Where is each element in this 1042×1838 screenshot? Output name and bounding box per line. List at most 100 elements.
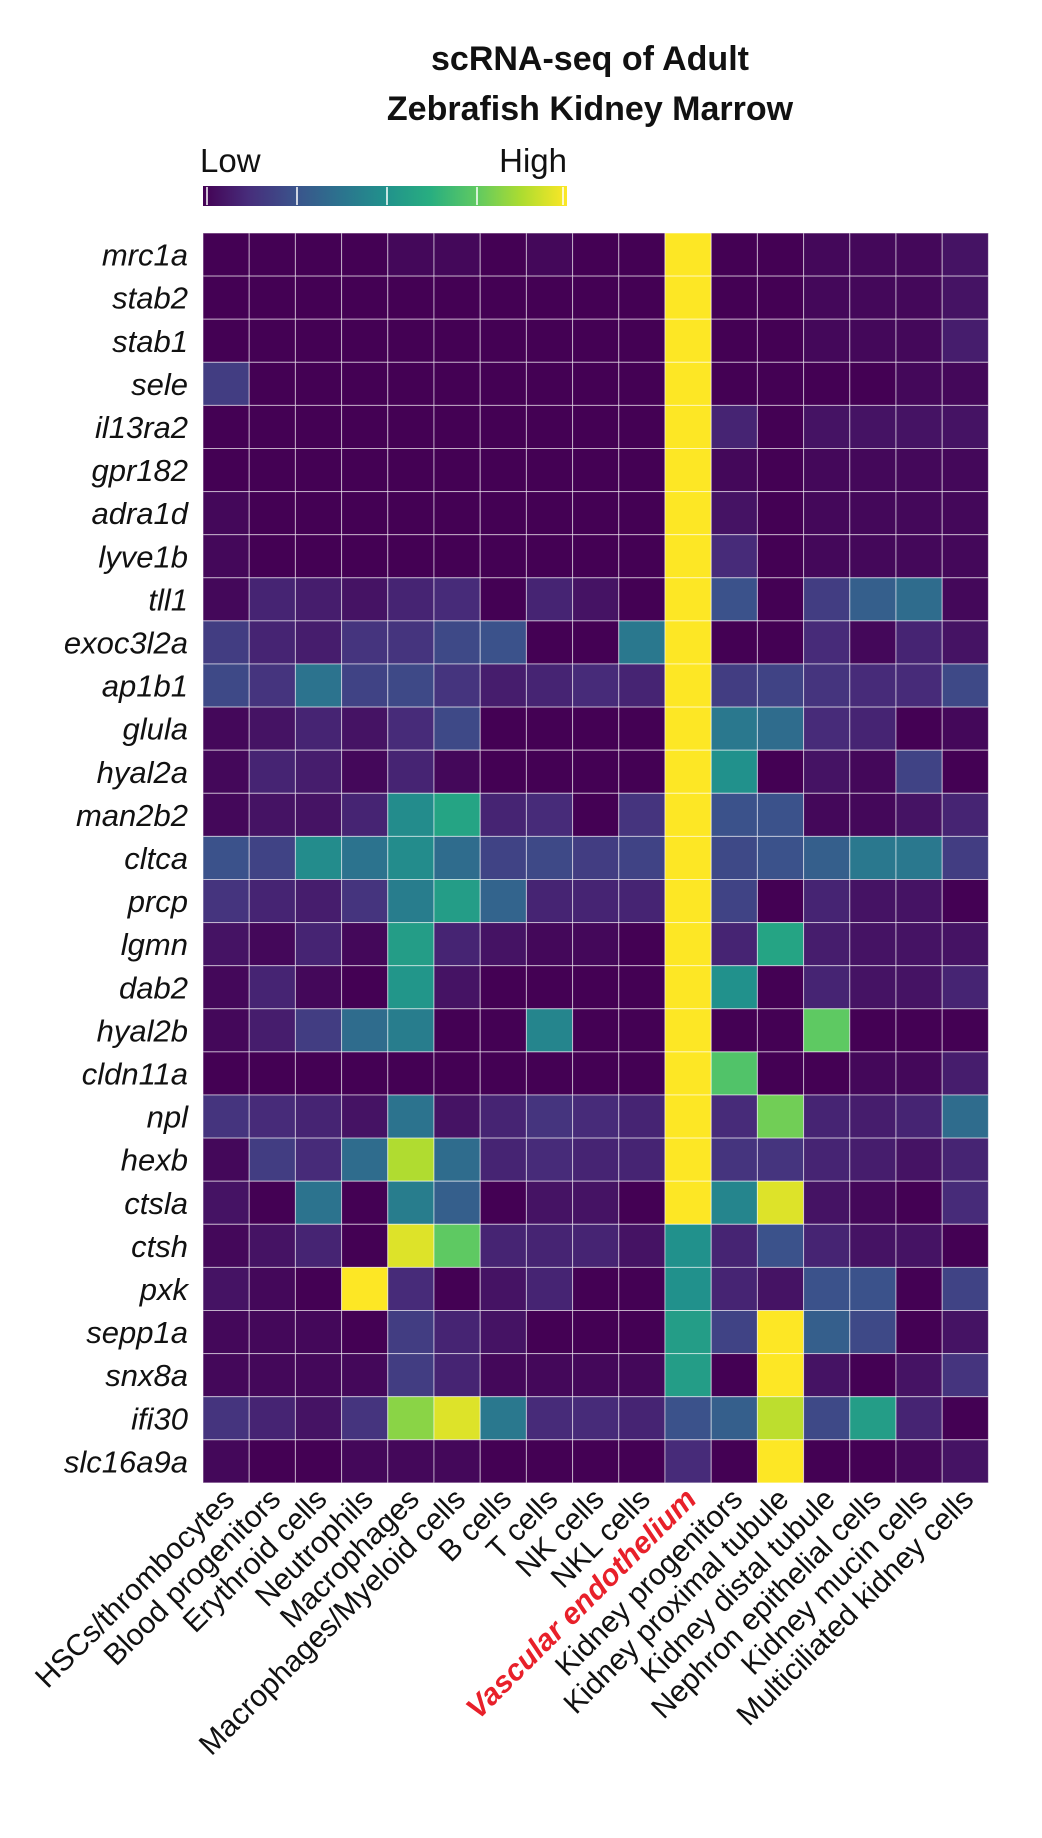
heatmap-cell — [849, 1310, 897, 1355]
heatmap-cell — [294, 922, 343, 967]
heatmap-cell — [479, 1051, 527, 1096]
heatmap-cell — [618, 577, 666, 622]
heatmap-cell — [248, 1051, 296, 1096]
heatmap-cell — [849, 749, 897, 794]
heatmap-cell — [572, 663, 620, 708]
heatmap-cell — [202, 361, 250, 406]
heatmap-cell — [479, 620, 527, 665]
heatmap-cell — [341, 965, 389, 1010]
heatmap-cell — [849, 1137, 897, 1182]
heatmap-cell — [248, 404, 296, 449]
heatmap-cell — [710, 1439, 758, 1484]
heatmap-cell — [710, 663, 758, 708]
heatmap-cell — [895, 232, 943, 277]
heatmap-cell — [294, 1396, 343, 1441]
heatmap-cell — [664, 1051, 712, 1096]
heatmap-cell — [941, 965, 989, 1010]
heatmap-cell — [941, 749, 989, 794]
heatmap-cell — [433, 1353, 481, 1398]
heatmap-cell — [941, 1396, 989, 1441]
heatmap-cell — [664, 404, 712, 449]
heatmap-cell — [756, 318, 805, 363]
heatmap-cell — [941, 835, 989, 881]
heatmap-cell — [479, 835, 527, 881]
heatmap-cell — [387, 879, 435, 924]
heatmap-cell — [895, 1266, 943, 1312]
gene-label: il13ra2 — [95, 410, 188, 445]
heatmap-cell — [572, 879, 620, 924]
heatmap-cell — [572, 792, 620, 837]
heatmap-cell — [294, 1008, 343, 1053]
heatmap-cell — [710, 706, 758, 751]
heatmap-cell — [849, 232, 897, 277]
legend-high-label: High — [499, 142, 567, 179]
heatmap-cell — [525, 749, 574, 794]
heatmap-cell — [525, 1008, 574, 1053]
heatmap-cell — [525, 404, 574, 449]
gene-label: adra1d — [91, 496, 189, 531]
heatmap-cell — [202, 1094, 250, 1139]
heatmap-cell — [710, 792, 758, 837]
heatmap-cell — [341, 1008, 389, 1053]
heatmap-cell — [294, 404, 343, 449]
heatmap-cell — [248, 835, 296, 881]
heatmap-cell — [202, 1310, 250, 1355]
heatmap-cell — [756, 275, 805, 320]
heatmap-cell — [618, 361, 666, 406]
heatmap-cell — [710, 361, 758, 406]
heatmap-cell — [941, 620, 989, 665]
heatmap-cell — [849, 1051, 897, 1096]
heatmap-cell — [572, 1051, 620, 1096]
heatmap-cell — [341, 1094, 389, 1139]
heatmap-cell — [941, 318, 989, 363]
heatmap-cell — [849, 706, 897, 751]
heatmap-cell — [479, 1310, 527, 1355]
heatmap-cell — [202, 1353, 250, 1398]
heatmap-cell — [664, 1094, 712, 1139]
heatmap-cell — [803, 1223, 851, 1268]
heatmap-cell — [803, 275, 851, 320]
heatmap-cell — [525, 922, 574, 967]
heatmap-cell — [664, 1137, 712, 1182]
heatmap-cell — [341, 835, 389, 881]
heatmap-cell — [895, 361, 943, 406]
heatmap-cell — [618, 620, 666, 665]
heatmap-cell — [803, 1439, 851, 1484]
heatmap-cell — [572, 1137, 620, 1182]
heatmap-cell — [341, 706, 389, 751]
heatmap-cell — [341, 1051, 389, 1096]
heatmap-cell — [202, 404, 250, 449]
heatmap-cell — [525, 879, 574, 924]
heatmap-cell — [849, 1223, 897, 1268]
heatmap-cell — [618, 749, 666, 794]
heatmap-cell — [248, 1137, 296, 1182]
heatmap-cell — [294, 1180, 343, 1225]
heatmap-cell — [618, 318, 666, 363]
heatmap-cell — [710, 1180, 758, 1225]
gene-label: glula — [123, 712, 189, 747]
heatmap-cell — [803, 1396, 851, 1441]
heatmap-cell — [756, 1396, 805, 1441]
heatmap-cell — [572, 232, 620, 277]
legend-colorbar — [203, 186, 567, 206]
heatmap-cell — [479, 448, 527, 493]
chart-title-line-1: scRNA-seq of Adult — [431, 40, 749, 78]
heatmap-cell — [294, 1094, 343, 1139]
heatmap-cell — [664, 1008, 712, 1053]
heatmap-cell — [756, 620, 805, 665]
heatmap-cell — [294, 1310, 343, 1355]
gene-label: sele — [131, 367, 188, 402]
heatmap-cell — [294, 577, 343, 622]
heatmap-cell — [433, 275, 481, 320]
heatmap-cell — [387, 577, 435, 622]
heatmap-cell — [941, 922, 989, 967]
heatmap-cell — [849, 491, 897, 536]
heatmap-cell — [294, 792, 343, 837]
heatmap-cell — [387, 361, 435, 406]
heatmap-cell — [618, 1439, 666, 1484]
heatmap-cell — [618, 1180, 666, 1225]
heatmap-cell — [248, 1396, 296, 1441]
heatmap-cell — [433, 706, 481, 751]
heatmap-cell — [618, 1396, 666, 1441]
heatmap-cell — [202, 835, 250, 881]
